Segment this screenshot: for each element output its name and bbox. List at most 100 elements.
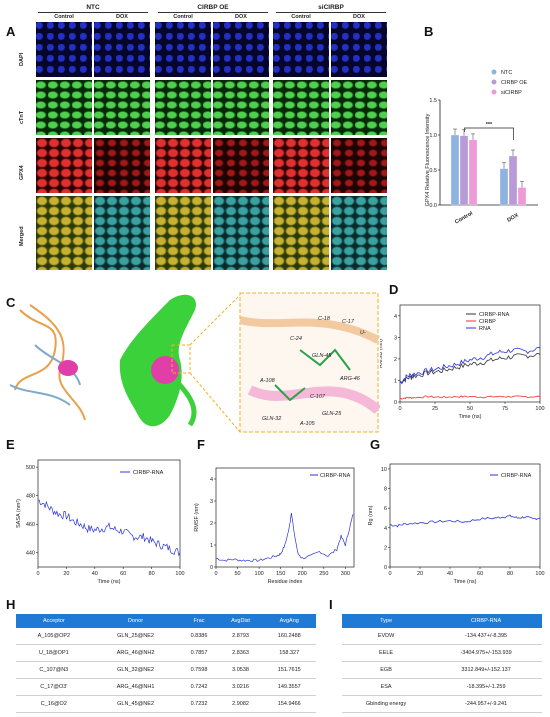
bar-ntc <box>450 134 460 206</box>
y-tick-label: 4 <box>210 477 213 483</box>
y-tick-label: 0.0 <box>429 203 437 209</box>
y-axis-label: GPX4 Relative Fluorescence Intensity <box>425 113 431 206</box>
table-row: EELE -3404.975+/-153.939 <box>342 644 542 662</box>
condition-label: DOX <box>116 14 128 20</box>
table-cell: 2.8363 <box>218 644 263 662</box>
table-cell: ARG_46@NH2 <box>91 644 180 662</box>
residue-label: GLN-25 <box>322 411 342 417</box>
table-row: ESA -18.395+/-1.259 <box>342 678 542 696</box>
image-gpx4 <box>331 138 387 193</box>
table-cell: 3.0538 <box>218 661 263 679</box>
column-header: Frac <box>179 614 219 628</box>
panel-label-i: I <box>329 597 333 612</box>
table-cell: 158.327 <box>262 644 316 662</box>
image-gpx4 <box>273 138 329 193</box>
image-dapi <box>94 22 150 77</box>
column-header: AvgDist <box>218 614 263 628</box>
legend-marker <box>491 79 497 85</box>
column-header: Acceptor <box>16 614 92 628</box>
column-header: CIRBP-RNA <box>430 614 542 628</box>
row-label-dapi: DAPI <box>19 52 25 66</box>
column-header: AvgAng <box>262 614 316 628</box>
y-tick-label: 0 <box>394 400 397 406</box>
legend-marker <box>491 69 497 75</box>
table-cell: EVDW <box>342 628 431 645</box>
image-merged <box>213 196 269 270</box>
bar-cirbp-oe <box>508 155 518 206</box>
image-dapi <box>273 22 329 77</box>
x-tick-label: 100 <box>535 406 544 412</box>
table-cell: A_105@OP2 <box>16 628 92 645</box>
table-row: A_105@OP2 GLN_25@NE2 0.8386 2.8793 160.2488 <box>16 628 316 645</box>
image-dapi <box>213 22 269 77</box>
y-axis-label: RMSD (nm) <box>380 339 384 368</box>
panel-label-h: H <box>6 597 16 612</box>
residue-label: C-18 <box>318 316 331 322</box>
y-axis-label: SASA (nm²) <box>16 499 22 528</box>
table-cell: C_16@O2 <box>16 695 92 713</box>
table-cell: 2.8793 <box>218 628 263 645</box>
legend-entry: RNA <box>479 326 491 332</box>
plot-frame <box>389 463 541 568</box>
table-header-row: Type CIRBP-RNA <box>342 614 542 628</box>
y-axis-label: Rg (nm) <box>368 505 374 525</box>
row-label-gpx4: GPX4 <box>19 165 25 180</box>
hydrogen-bond-table: Acceptor Donor Frac AvgDist AvgAng A_105… <box>16 614 316 713</box>
table-cell: -134.437+/-8.395 <box>430 628 542 645</box>
x-tick-label: DOX <box>506 212 520 223</box>
chart-b-bars <box>450 128 527 206</box>
chart-e: 0 20 40 60 80 100 440 460 480 500 Time (ns) SASA (n… <box>16 459 185 585</box>
molecular-structure-panel: C-18 C-17 U- C-24 GLN-45 ARG-46 A-108 C-… <box>9 292 380 433</box>
image-merged <box>331 196 387 270</box>
table-header-row: Acceptor Donor Frac AvgDist AvgAng <box>16 614 316 628</box>
x-tick-label: 0 <box>398 406 401 412</box>
condition-label: Control <box>291 14 311 20</box>
x-tick-label: 200 <box>298 571 307 577</box>
residue-label: GLN-45 <box>312 353 332 359</box>
x-tick-label: 300 <box>341 571 350 577</box>
panel-label-a: A <box>6 24 16 39</box>
image-merged <box>36 196 92 270</box>
y-tick-label: 6 <box>384 506 387 512</box>
y-tick-label: 4 <box>384 526 387 532</box>
x-tick-label: 100 <box>255 571 264 577</box>
table-row: C_107@N3 GLN_32@NE2 0.7598 3.0538 151.7615 <box>16 661 316 679</box>
y-tick-label: 8 <box>384 487 387 493</box>
table-row: EGB 3312.849+/-152.137 <box>342 661 542 679</box>
image-dapi <box>155 22 211 77</box>
y-tick-label: 480 <box>26 494 35 500</box>
x-axis-label: Time (ns) <box>97 579 120 585</box>
table-cell: -18.395+/-1.259 <box>430 678 542 696</box>
table-cell: -244.957+/-9.241 <box>430 695 542 713</box>
bar-cirbp-oe <box>459 135 469 206</box>
table-cell: Gbinding energy <box>342 695 431 713</box>
table-row: Gbinding energy -244.957+/-9.241 <box>342 695 542 713</box>
table-cell: ESA <box>342 678 431 696</box>
x-tick-label: 0 <box>388 571 391 577</box>
panel-label-c: C <box>6 295 16 310</box>
table-cell: 0.8386 <box>179 628 219 645</box>
table-cell: 154.9466 <box>262 695 316 713</box>
table-cell: GLN_32@NE2 <box>91 661 180 679</box>
table-cell: ARG_46@NH1 <box>91 678 180 696</box>
panel-label-e: E <box>6 437 15 452</box>
legend-entry: CIRBP-RNA <box>501 473 532 479</box>
table-cell: GLN_25@NE2 <box>91 628 180 645</box>
panel-label-b: B <box>424 24 434 39</box>
y-tick-label: 2 <box>210 521 213 527</box>
legend-entry: CIRBP <box>479 319 496 325</box>
table-cell: 149.3557 <box>262 678 316 696</box>
legend-marker <box>491 89 497 95</box>
residue-label: C-107 <box>310 394 326 400</box>
bar-sicirbp <box>468 139 478 206</box>
condition-label: Control <box>54 14 74 20</box>
plot-frame <box>37 459 181 568</box>
chart-d: 0 25 50 75 100 0 1 2 3 4 Time (ns) RMSD (nm) CIRBP-R… <box>380 304 545 420</box>
panel-label-g: G <box>370 437 381 452</box>
bar-sicirbp <box>517 187 527 206</box>
residue-label: ARG-46 <box>339 376 361 382</box>
legend-entry: CIRBP-RNA <box>133 470 164 476</box>
series-line-cirbp <box>399 395 541 400</box>
bar-ntc <box>499 168 509 206</box>
y-tick-label: 0 <box>384 565 387 571</box>
